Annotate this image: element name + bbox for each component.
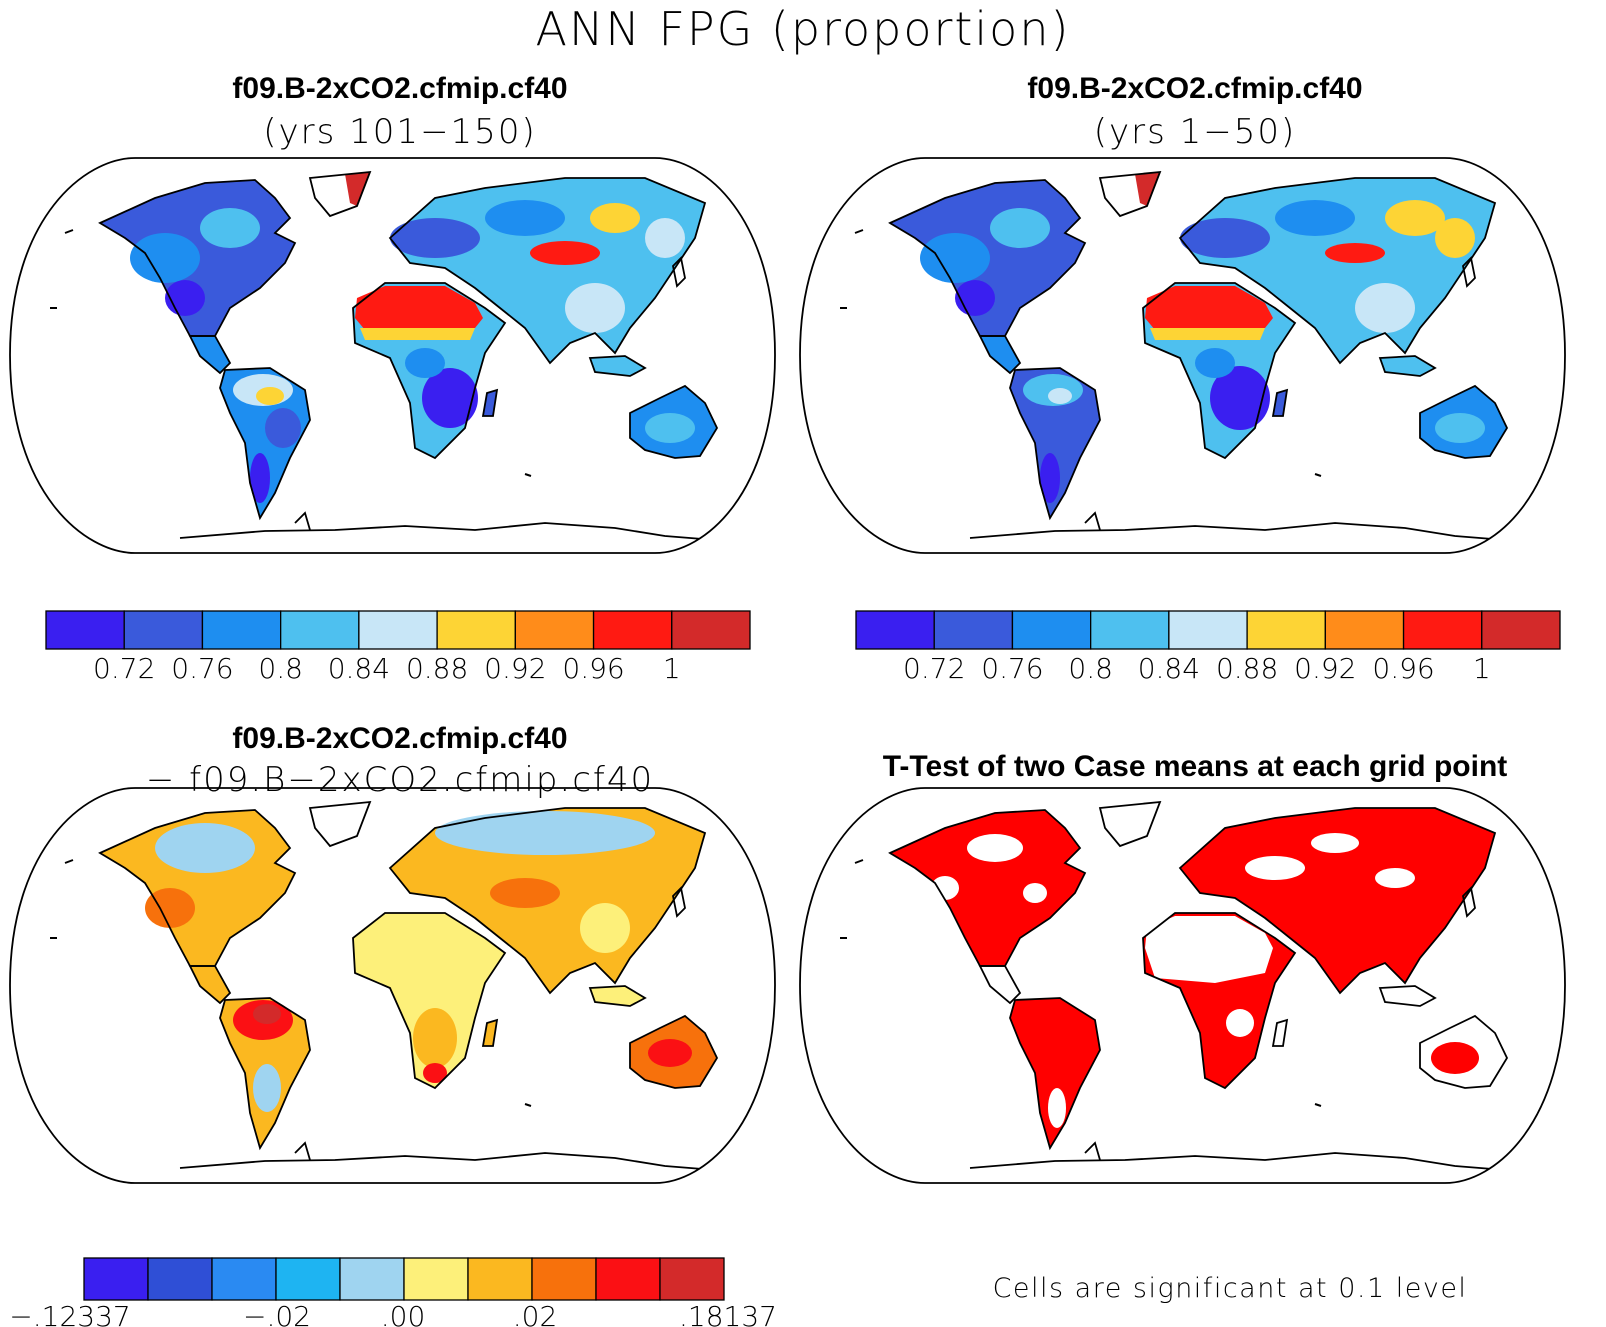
colorbar-bottom-left-swatch (275, 1257, 341, 1301)
colorbar-bottom-left-tick-label: .18137 (679, 1300, 777, 1327)
colorbar-top-left-swatch (201, 610, 282, 650)
colorbar-top-left-tick-label: 0.84 (328, 652, 390, 685)
colorbar-top-left: 0.72 0.76 0.8 0.84 0.88 0.92 0.96 1 (45, 610, 751, 685)
colorbar-top-right-tick-label: 0.92 (1294, 652, 1356, 685)
panel-title-bottom-right: T-Test of two Case means at each grid po… (882, 750, 1508, 783)
colorbar-top-right-swatch (1090, 610, 1170, 650)
panel-title-top-right: f09.B-2xCO2.cfmip.cf40 (1027, 72, 1363, 105)
panel-subtitle-top-right: (yrs 1−50) (1093, 112, 1297, 152)
colorbar-top-right-swatch (1246, 610, 1326, 650)
colorbar-top-left-swatch (280, 610, 360, 650)
panel-subtitle-bottom-left: − f09.B−2xCO2.cfmip.cf40 (145, 760, 655, 800)
colorbar-top-right: 0.72 0.76 0.8 0.84 0.88 0.92 0.96 1 (855, 610, 1561, 685)
map-bottom-right (799, 787, 1566, 1184)
panel-title-bottom-left: f09.B-2xCO2.cfmip.cf40 (232, 722, 568, 755)
map-top-right (799, 157, 1566, 554)
colorbar-top-left-tick-label: 0.8 (258, 652, 303, 685)
colorbar-bottom-left-swatch (211, 1257, 277, 1301)
figure-title: ANN FPG (proportion) (535, 2, 1071, 56)
map-bottom-left (9, 787, 776, 1184)
colorbar-top-left-swatch (358, 610, 438, 650)
colorbar-bottom-left-swatch (403, 1257, 469, 1301)
map-top-left (9, 157, 776, 554)
colorbar-bottom-left-swatch (659, 1257, 725, 1301)
colorbar-top-right-tick-label: 0.88 (1216, 652, 1278, 685)
colorbar-bottom-left-swatch (147, 1257, 213, 1301)
colorbar-top-left-tick-label: 0.96 (562, 652, 624, 685)
colorbar-top-right-tick-label: 1 (1473, 652, 1491, 685)
colorbar-top-right-tick-label: 0.8 (1068, 652, 1113, 685)
colorbar-top-right-swatch (855, 610, 935, 650)
colorbar-top-left-swatch (514, 610, 595, 650)
colorbar-top-right-tick-label: 0.96 (1372, 652, 1434, 685)
colorbar-bottom-left: −.12337 −.02 .00 .02 .18137 (9, 1257, 777, 1327)
colorbar-top-right-swatch (1011, 610, 1092, 650)
panel-subtitle-top-left: (yrs 101−150) (263, 112, 537, 152)
colorbar-top-left-swatch (671, 610, 751, 650)
colorbar-bottom-left-swatch (339, 1257, 405, 1301)
colorbar-top-right-swatch (933, 610, 1014, 650)
colorbar-top-left-swatch (123, 610, 204, 650)
significance-note: Cells are significant at 0.1 level (993, 1273, 1468, 1304)
colorbar-top-left-swatch (436, 610, 516, 650)
colorbar-bottom-left-tick-label: .02 (513, 1300, 558, 1327)
panel-title-top-left: f09.B-2xCO2.cfmip.cf40 (232, 72, 568, 105)
colorbar-bottom-left-tick-label: .00 (381, 1300, 426, 1327)
colorbar-top-right-tick-label: 0.84 (1138, 652, 1200, 685)
colorbar-top-left-tick-label: 0.92 (484, 652, 546, 685)
colorbar-bottom-left-tick-label: −.12337 (9, 1300, 130, 1327)
colorbar-bottom-left-swatch (83, 1257, 149, 1301)
colorbar-top-left-swatch (45, 610, 125, 650)
colorbar-top-right-swatch (1481, 610, 1561, 650)
colorbar-bottom-left-swatch (531, 1257, 597, 1301)
colorbar-top-right-swatch (1324, 610, 1405, 650)
colorbar-top-left-tick-label: 0.76 (171, 652, 233, 685)
colorbar-top-right-tick-label: 0.72 (903, 652, 965, 685)
colorbar-top-right-swatch (1402, 610, 1483, 650)
colorbar-bottom-left-tick-label: −.02 (243, 1300, 311, 1327)
colorbar-top-left-tick-label: 0.88 (406, 652, 468, 685)
colorbar-top-right-swatch (1168, 610, 1248, 650)
colorbar-bottom-left-swatch (467, 1257, 533, 1301)
colorbar-top-left-tick-label: 0.72 (93, 652, 155, 685)
colorbar-bottom-left-swatch (595, 1257, 661, 1301)
colorbar-top-left-swatch (592, 610, 673, 650)
colorbar-top-left-tick-label: 1 (663, 652, 681, 685)
colorbar-top-right-tick-label: 0.76 (981, 652, 1043, 685)
